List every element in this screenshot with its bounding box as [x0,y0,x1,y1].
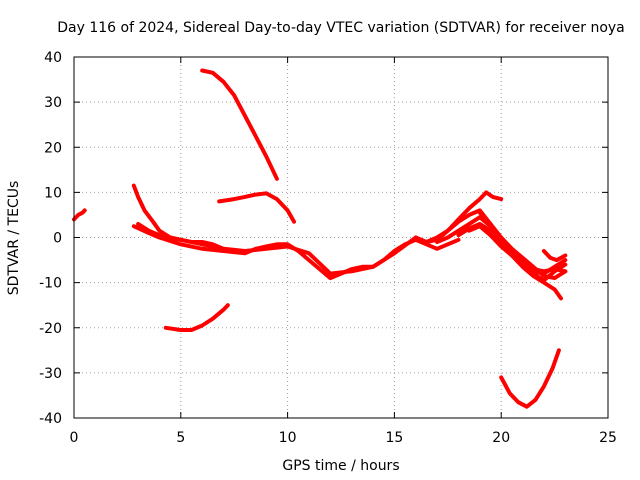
series-arc-g [163,303,230,332]
series-arc-i [424,208,563,301]
y-tick-label: -30 [39,366,62,382]
y-tick-label: -20 [39,321,62,337]
y-tick-label: -40 [39,411,62,427]
y-tick-label: 40 [44,50,62,66]
x-tick-label: 20 [492,430,510,446]
series-arc-c [217,191,296,224]
tick-layer: 0 5 10 15 20 25 -40 -30 -20 -10 0 10 20 30 40 [39,50,617,446]
y-tick-label: 0 [53,231,62,247]
series-arc-m [477,210,568,281]
y-tick-label: -10 [39,276,62,292]
x-tick-label: 10 [279,430,297,446]
x-axis-label: GPS time / hours [282,458,399,474]
y-tick-label: 20 [44,140,62,156]
y-tick-label: 10 [44,185,62,201]
grid-layer [74,57,608,418]
series-arc-n [541,249,568,263]
y-tick-label: 30 [44,95,62,111]
x-tick-label: 0 [70,430,79,446]
series-arc-e [131,224,461,281]
y-axis-label: SDTVAR / TECUs [6,181,22,296]
x-tick-label: 25 [599,430,617,446]
x-tick-label: 5 [176,430,185,446]
series-arc-f [136,222,418,276]
series-arc-a [72,208,87,222]
series-arc-o [499,348,561,409]
chart-title: Day 116 of 2024, Sidereal Day-to-day VTE… [57,20,625,36]
x-tick-label: 15 [385,430,403,446]
series-arc-b [200,68,279,181]
series-layer [72,68,568,409]
